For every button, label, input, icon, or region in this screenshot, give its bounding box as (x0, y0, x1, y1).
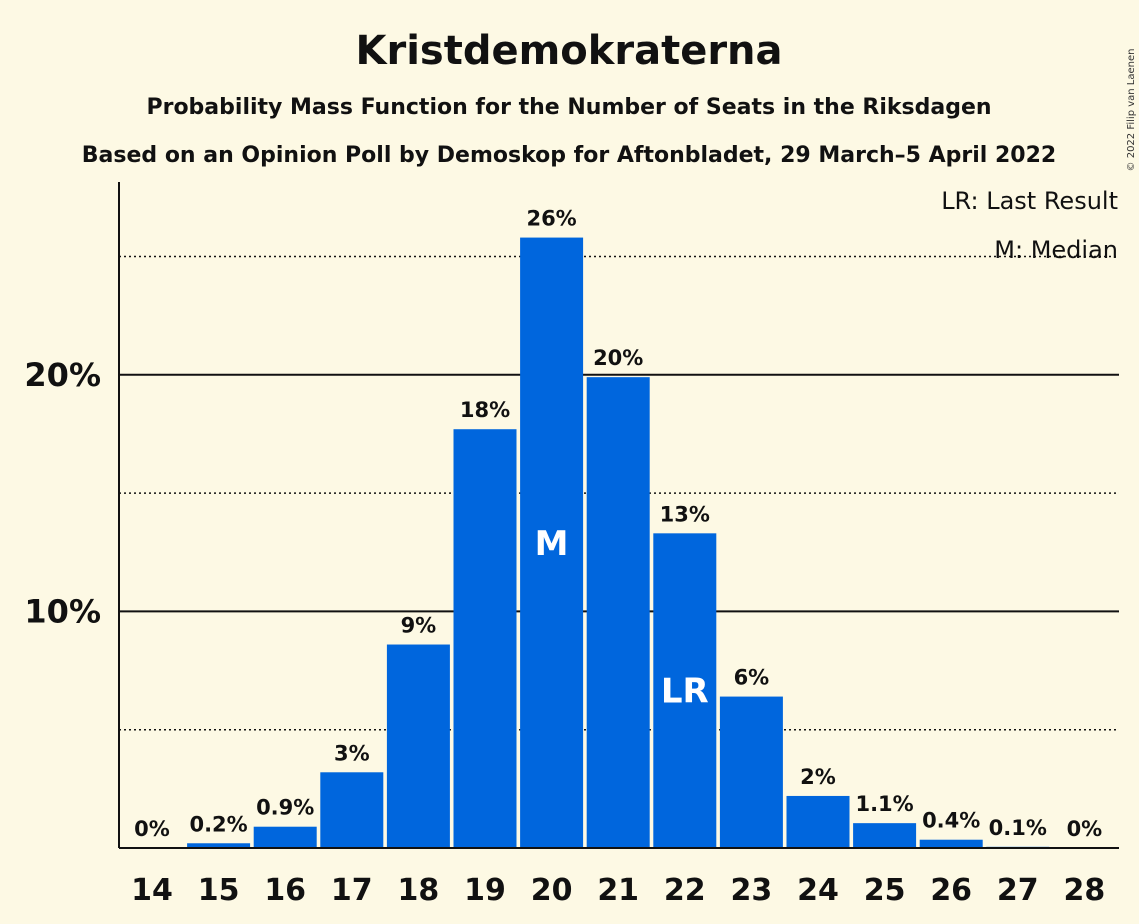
bar-18 (386, 644, 450, 848)
data-label-22: 13% (660, 502, 710, 526)
x-tick-24: 24 (797, 873, 839, 908)
x-tick-28: 28 (1064, 873, 1106, 908)
x-tick-16: 16 (264, 873, 306, 908)
y-tick-20: 20% (24, 356, 101, 394)
chart-subtitle-poll: Based on an Opinion Poll by Demoskop for… (82, 143, 1056, 168)
bar-15 (187, 843, 251, 848)
data-label-26: 0.4% (922, 809, 980, 833)
axes: 10% 20% (24, 182, 1119, 849)
data-label-15: 0.2% (189, 812, 247, 836)
x-tick-18: 18 (398, 873, 440, 908)
data-label-25: 1.1% (855, 792, 913, 816)
data-label-18: 9% (401, 614, 437, 638)
x-tick-25: 25 (864, 873, 906, 908)
data-label-24: 2% (800, 765, 836, 789)
y-tick-10: 10% (24, 592, 101, 630)
data-label-20: 26% (526, 207, 576, 231)
data-label-21: 20% (593, 346, 643, 370)
x-tick-17: 17 (331, 873, 373, 908)
data-label-28: 0% (1067, 817, 1103, 841)
bar-16 (253, 826, 317, 848)
data-label-27: 0.1% (989, 816, 1047, 840)
x-tick-15: 15 (198, 873, 240, 908)
bar-25 (853, 823, 917, 848)
x-tick-21: 21 (597, 873, 639, 908)
bar-20 (520, 237, 584, 848)
bar-23 (719, 696, 783, 848)
bar-21 (586, 377, 650, 848)
x-tick-22: 22 (664, 873, 706, 908)
bar-19 (453, 429, 517, 848)
data-label-17: 3% (334, 741, 370, 765)
data-label-19: 18% (460, 398, 510, 422)
x-tick-26: 26 (930, 873, 972, 908)
x-tick-27: 27 (997, 873, 1039, 908)
x-tick-14: 14 (131, 873, 173, 908)
copyright-notice: © 2022 Filip van Laenen (1126, 49, 1137, 172)
chart-subtitle: Probability Mass Function for the Number… (146, 95, 991, 120)
bar-22 (653, 533, 717, 848)
bar-17 (320, 772, 384, 848)
x-tick-23: 23 (731, 873, 773, 908)
legend-median: M: Median (994, 236, 1118, 264)
data-label-14: 0% (134, 817, 170, 841)
bar-26 (919, 839, 983, 848)
x-tick-20: 20 (531, 873, 573, 908)
marker-lr: LR (661, 672, 709, 712)
data-label-16: 0.9% (256, 796, 314, 820)
data-label-23: 6% (734, 666, 770, 690)
bar-24 (786, 795, 850, 848)
chart-title: Kristdemokraterna (355, 28, 782, 74)
marker-m: M (535, 524, 569, 564)
data-labels: 0% 14 0.2% 15 0.9% 16 3% 17 9% 18 18% 19 26% 20 20% 21 1… (131, 207, 1105, 908)
legend-last-result: LR: Last Result (941, 187, 1118, 215)
x-tick-19: 19 (464, 873, 506, 908)
bars (187, 237, 1050, 848)
